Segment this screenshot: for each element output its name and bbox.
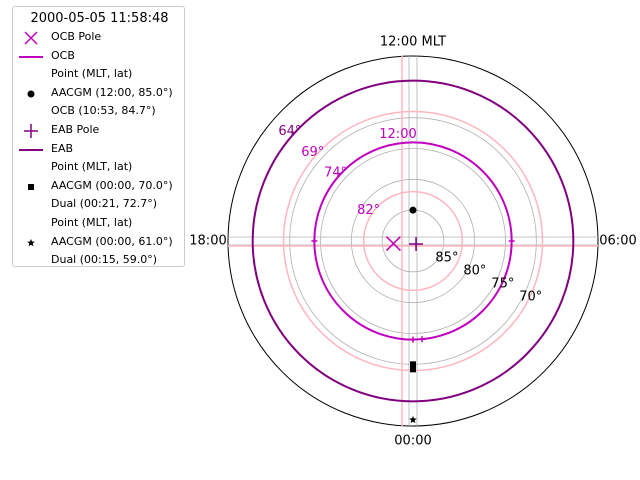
legend-entry-2: Point (MLT, lat) bbox=[51, 67, 132, 80]
legend-entry-11: AACGM (00:00, 61.0°) bbox=[51, 235, 173, 248]
eab-pole-marker bbox=[409, 237, 423, 251]
boundary-lat-label-64: 64° bbox=[278, 124, 301, 139]
legend-entry-3: AACGM (12:00, 85.0°) bbox=[51, 86, 173, 99]
mlt-label-1200: 12:00 MLT bbox=[380, 35, 446, 50]
legend-entry-8: AACGM (00:00, 70.0°) bbox=[51, 179, 173, 192]
mlt-label-1800: 18:00 bbox=[189, 234, 226, 249]
mlt-label-0600: 06:00 bbox=[599, 234, 636, 249]
legend-entry-0: OCB Pole bbox=[51, 30, 101, 43]
boundary-marker-1 bbox=[311, 238, 317, 244]
data-point-circle bbox=[410, 207, 417, 214]
legend-entry-9: Dual (00:21, 72.7°) bbox=[51, 197, 157, 210]
data-point-star bbox=[409, 416, 417, 423]
legend-entry-1: OCB bbox=[51, 49, 75, 62]
lat-gridline-75 bbox=[321, 149, 506, 334]
legend-handle-3 bbox=[17, 87, 45, 101]
boundary-lat-label-82: 82° bbox=[357, 203, 380, 218]
legend-entry-6: EAB bbox=[51, 142, 73, 155]
legend-handle-6 bbox=[17, 143, 45, 157]
lat-tick-label-85: 85° bbox=[435, 251, 458, 266]
legend-entry-4: OCB (10:53, 84.7°) bbox=[51, 104, 156, 117]
lat-gridline-80 bbox=[351, 179, 474, 302]
legend-entry-12: Dual (00:15, 59.0°) bbox=[51, 253, 157, 266]
legend-handle-8 bbox=[17, 180, 45, 194]
legend-handle-5 bbox=[17, 124, 45, 138]
boundary-mlt-label: 12:00 bbox=[379, 127, 416, 142]
legend-entry-7: Point (MLT, lat) bbox=[51, 160, 132, 173]
legend-title: 2000-05-05 11:58:48 bbox=[13, 11, 186, 26]
lat-gridline-70 bbox=[290, 118, 537, 365]
data-point-square-dual bbox=[410, 366, 416, 372]
lat-tick-label-70: 70° bbox=[519, 290, 542, 305]
legend: 2000-05-05 11:58:48 OCB Pole OCB Point (ML… bbox=[12, 6, 185, 267]
legend-entry-10: Point (MLT, lat) bbox=[51, 216, 132, 229]
boundary-marker-0 bbox=[509, 238, 515, 244]
legend-handle-1 bbox=[17, 50, 45, 64]
boundary-marker-2 bbox=[410, 337, 416, 343]
boundary-marker-3 bbox=[419, 336, 425, 342]
boundary-lat-label-74: 74° bbox=[324, 165, 347, 180]
legend-handle-11 bbox=[17, 236, 45, 250]
boundary-lat-label-69: 69° bbox=[301, 145, 324, 160]
legend-handle-0 bbox=[17, 31, 45, 45]
ocb-pole-marker bbox=[386, 237, 400, 251]
lat-tick-label-75: 75° bbox=[491, 277, 514, 292]
mlt-label-0000: 00:00 bbox=[394, 434, 431, 449]
lat-tick-label-80: 80° bbox=[463, 264, 486, 279]
legend-entry-5: EAB Pole bbox=[51, 123, 99, 136]
